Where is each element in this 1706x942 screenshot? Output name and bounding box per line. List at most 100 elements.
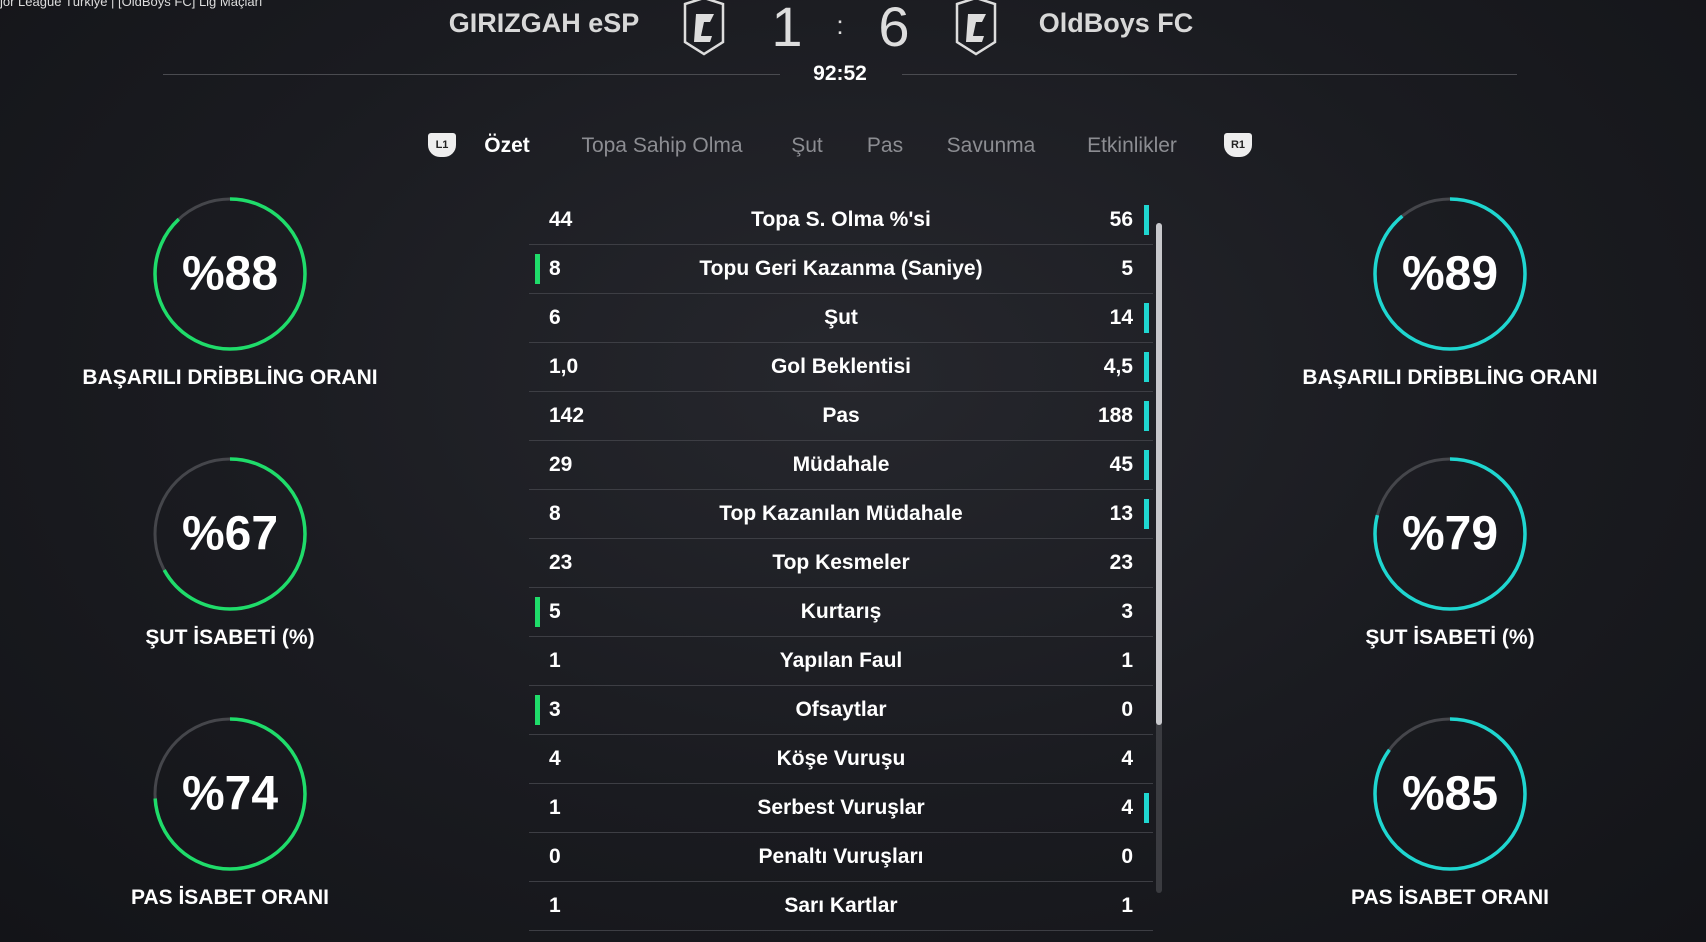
away-gauge-ring <box>1373 457 1527 611</box>
r1-button[interactable]: R1 <box>1224 133 1252 157</box>
home-stat-value: 4 <box>549 747 561 770</box>
tab-topa-sahip-olma[interactable]: Topa Sahip Olma <box>581 134 743 157</box>
scrollbar-thumb[interactable] <box>1156 223 1162 725</box>
home-lead-bar <box>535 254 540 284</box>
away-lead-bar <box>1144 401 1149 431</box>
stat-label: Müdahale <box>792 453 890 476</box>
away-lead-bar <box>1144 793 1149 823</box>
home-stat-value: 8 <box>549 502 561 525</box>
divider-right <box>902 74 1517 75</box>
away-lead-bar <box>1144 352 1149 382</box>
tab-sut[interactable]: Şut <box>791 134 823 157</box>
away-stat-value: 1 <box>1121 649 1133 672</box>
stat-row: Ofsaytlar 3 0 <box>529 686 1153 735</box>
stat-row: Penaltı Vuruşları 0 0 <box>529 833 1153 882</box>
stat-row: Top Kazanılan Müdahale 8 13 <box>529 490 1153 539</box>
away-stat-value: 13 <box>1109 502 1133 525</box>
home-gauge-value: %67 <box>181 507 279 561</box>
stat-label: Şut <box>824 306 858 329</box>
away-stat-value: 1 <box>1121 894 1133 917</box>
away-stat-value: 45 <box>1109 453 1133 476</box>
home-stat-value: 23 <box>549 551 573 574</box>
stat-row: Topu Geri Kazanma (Saniye) 8 5 <box>529 245 1153 294</box>
stat-row: Serbest Vuruşlar 1 4 <box>529 784 1153 833</box>
away-stat-value: 14 <box>1109 306 1133 329</box>
away-stat-value: 3 <box>1121 600 1133 623</box>
home-stat-value: 1 <box>549 894 561 917</box>
home-lead-bar <box>535 597 540 627</box>
away-gauge-label: PAS İSABET ORANI <box>1351 886 1549 909</box>
score-separator: : <box>836 10 844 40</box>
away-lead-bar <box>1144 303 1149 333</box>
home-gauge-ring <box>153 457 307 611</box>
stat-label: Gol Beklentisi <box>770 355 912 378</box>
match-clock: 92:52 <box>813 62 867 85</box>
stat-label: Yapılan Faul <box>779 649 903 672</box>
home-stat-value: 29 <box>549 453 573 476</box>
home-gauge-label: ŞUT İSABETİ (%) <box>145 626 315 649</box>
home-stat-value: 1 <box>549 796 561 819</box>
home-stat-value: 8 <box>549 257 561 280</box>
away-team-name: OldBoys FC <box>1038 8 1194 38</box>
away-stat-value: 56 <box>1109 208 1133 231</box>
stat-row: Pas 142 188 <box>529 392 1153 441</box>
stat-label: Topa S. Olma %'si <box>751 208 931 231</box>
away-stat-value: 4 <box>1121 796 1133 819</box>
tab-pas[interactable]: Pas <box>866 134 904 157</box>
home-score: 1 <box>771 0 803 58</box>
stat-label: Top Kesmeler <box>772 551 910 574</box>
home-gauge-ring <box>153 717 307 871</box>
home-stat-value: 44 <box>549 208 573 231</box>
stat-row: Topa S. Olma %'si 44 56 <box>529 196 1153 245</box>
tab-etkinlikler[interactable]: Etkinlikler <box>1087 134 1177 157</box>
away-lead-bar <box>1144 205 1149 235</box>
away-gauge-label: BAŞARILI DRİBBLİNG ORANI <box>1302 366 1598 389</box>
away-stat-value: 4 <box>1121 747 1133 770</box>
stat-label: Topu Geri Kazanma (Saniye) <box>699 257 983 280</box>
home-stat-value: 6 <box>549 306 561 329</box>
stat-row: Yapılan Faul 1 1 <box>529 637 1153 686</box>
stat-row: Müdahale 29 45 <box>529 441 1153 490</box>
away-gauge-value: %89 <box>1401 247 1499 301</box>
away-gauge-value: %85 <box>1401 767 1499 821</box>
stat-label: Köşe Vuruşu <box>776 747 906 770</box>
home-lead-bar <box>535 695 540 725</box>
home-stat-value: 1 <box>549 649 561 672</box>
stat-row: Top Kesmeler 23 23 <box>529 539 1153 588</box>
stat-row: Gol Beklentisi 1,0 4,5 <box>529 343 1153 392</box>
home-gauge-ring <box>153 197 307 351</box>
away-gauge-ring <box>1373 197 1527 351</box>
home-team-crest-icon <box>683 0 725 56</box>
home-gauge-value: %74 <box>181 767 279 821</box>
tab-ozet[interactable]: Özet <box>484 134 530 157</box>
l1-button[interactable]: L1 <box>428 133 456 157</box>
away-team-crest-icon <box>955 0 997 56</box>
stat-label: Pas <box>822 404 860 427</box>
stat-row: Şut 6 14 <box>529 294 1153 343</box>
away-lead-bar <box>1144 450 1149 480</box>
home-gauge-value: %88 <box>181 247 279 301</box>
away-stat-value: 0 <box>1121 698 1133 721</box>
stat-label: Penaltı Vuruşları <box>758 845 924 868</box>
stat-row: Sarı Kartlar 1 1 <box>529 882 1153 931</box>
stat-label: Serbest Vuruşlar <box>757 796 925 819</box>
home-stat-value: 142 <box>549 404 585 427</box>
stat-row: Köşe Vuruşu 4 4 <box>529 735 1153 784</box>
stat-row: Kurtarış 5 3 <box>529 588 1153 637</box>
stats-table: Topa S. Olma %'si 44 56 Topu Geri Kazanma (… <box>529 196 1153 931</box>
away-gauge-ring <box>1373 717 1527 871</box>
home-stat-value: 1,0 <box>549 355 579 378</box>
stat-label: Top Kazanılan Müdahale <box>719 502 963 525</box>
home-team-name: GIRIZGAH eSP <box>448 8 640 38</box>
breadcrumb: jor League Türkiye | [OldBoys FC] Lig Ma… <box>0 0 263 9</box>
away-stat-value: 23 <box>1109 551 1133 574</box>
away-stat-value: 4,5 <box>1103 355 1133 378</box>
home-stat-value: 3 <box>549 698 561 721</box>
away-stat-value: 188 <box>1097 404 1133 427</box>
away-score: 6 <box>878 0 910 58</box>
home-gauge-label: PAS İSABET ORANI <box>131 886 329 909</box>
stat-label: Kurtarış <box>800 600 882 623</box>
away-gauge-value: %79 <box>1401 507 1499 561</box>
tab-savunma[interactable]: Savunma <box>946 134 1036 157</box>
divider-left <box>163 74 780 75</box>
